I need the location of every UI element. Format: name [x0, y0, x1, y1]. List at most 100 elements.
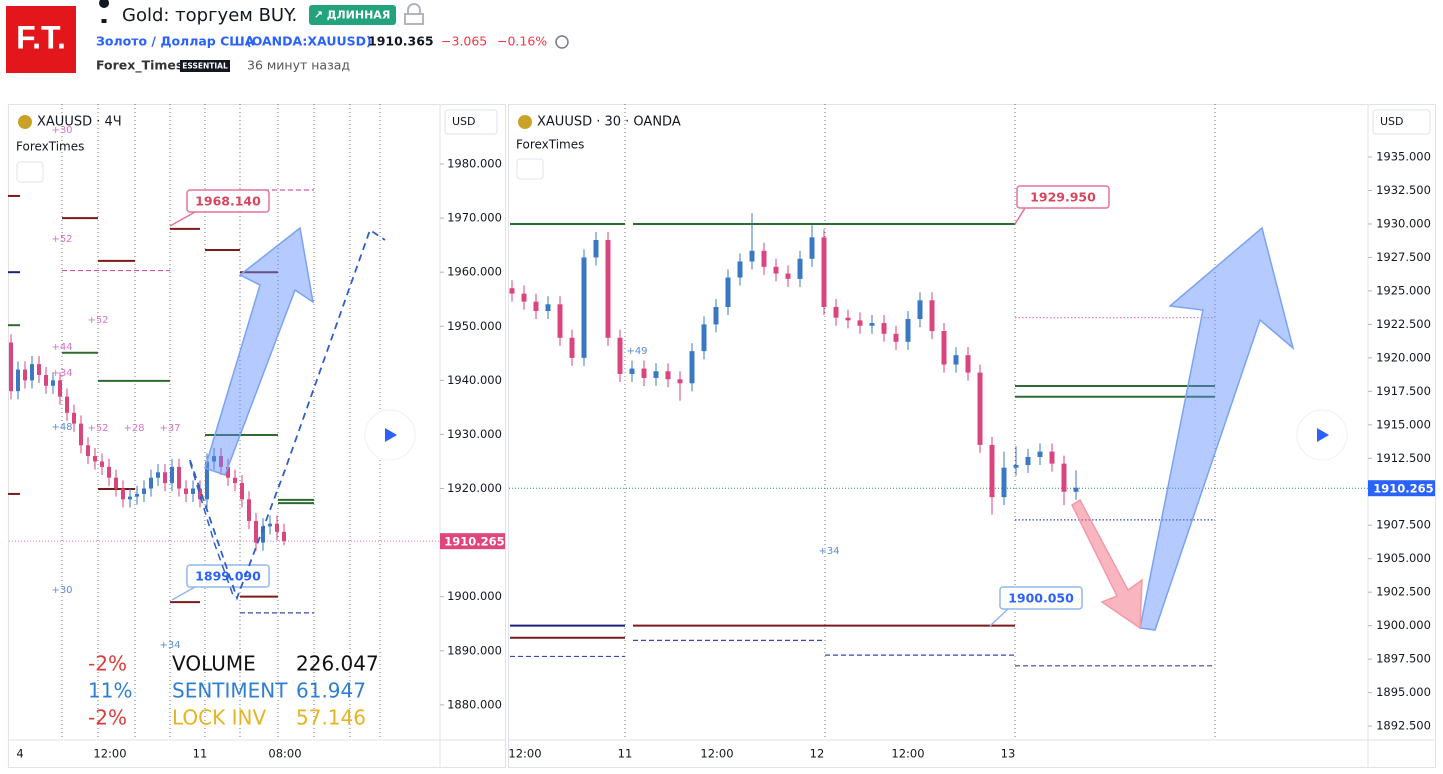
candle-body [737, 261, 743, 278]
candle-body [1049, 451, 1055, 464]
candle-body [989, 444, 995, 498]
alert-icon[interactable] [555, 35, 569, 49]
x-tick-label: 12 [810, 747, 825, 761]
y-tick-label: 1880.000 [447, 697, 502, 711]
stat-value: 57.146 [296, 706, 366, 730]
level-tag: +34 [159, 640, 180, 651]
candle-body [953, 355, 959, 365]
last-price-label: 1910.265 [444, 535, 504, 549]
level-tag: +52 [51, 234, 72, 245]
candle-body [37, 364, 41, 375]
candle-body [593, 240, 599, 258]
candle-body [254, 520, 258, 543]
badge [309, 5, 396, 25]
candle-body [1061, 463, 1067, 492]
candle-body [156, 472, 160, 478]
candle-body [665, 371, 671, 380]
candle-body [184, 488, 188, 494]
y-tick-label: 1930.000 [1376, 216, 1431, 230]
candle-body [629, 368, 635, 374]
collapse-button[interactable] [16, 161, 44, 183]
candle-body [23, 369, 27, 381]
stat-pct: -2% [88, 652, 127, 676]
candle-body [282, 531, 286, 541]
candle-body [941, 331, 947, 365]
candle-body [893, 333, 899, 342]
logo-text: F.T. [16, 19, 66, 55]
ticker[interactable]: (OANDA:XAUUSD) [246, 34, 372, 49]
candle-body [845, 317, 851, 321]
instrument[interactable]: Золото / Доллар США [96, 34, 255, 49]
x-tick-label: 12:00 [891, 747, 924, 761]
candle-body [100, 461, 104, 467]
level-tag: +34 [51, 368, 72, 379]
stat-name: LOCK INV [172, 706, 266, 730]
candle-body [761, 250, 767, 267]
candle-body [72, 412, 76, 424]
candle-body [149, 477, 153, 489]
callout-box [186, 564, 270, 588]
candle-body [93, 456, 97, 462]
candle-body [128, 496, 132, 500]
last-price-tag [1368, 480, 1435, 497]
x-tick-label: 12:00 [93, 747, 126, 761]
candle-body [226, 466, 230, 478]
callout-box [1016, 185, 1110, 209]
candle-body [9, 342, 13, 392]
badge-text: ↗ ДЛИННАЯ [314, 9, 391, 22]
candle-body [44, 374, 48, 386]
collapse-button[interactable] [516, 158, 544, 180]
last-price-tag [440, 533, 505, 550]
x-tick-label: 11 [618, 747, 633, 761]
candle-body [701, 324, 707, 352]
candle-body [797, 258, 803, 279]
y-tick-label: 1890.000 [447, 643, 502, 657]
callout-pointer [989, 608, 1009, 627]
y-tick-label: 1900.000 [1376, 618, 1431, 632]
logo[interactable] [6, 6, 76, 73]
candle-body [641, 368, 647, 378]
callout-box [999, 586, 1083, 610]
author[interactable]: Forex_Times [96, 58, 183, 74]
forecast-arrow-down [1071, 498, 1143, 630]
idea-title: Gold: торгуем BUY. [122, 5, 297, 26]
level-tag: +34 [818, 546, 839, 557]
y-tick-label: 1932.500 [1376, 183, 1431, 197]
last-price-label: 1910.265 [1373, 482, 1433, 496]
candle-body [773, 266, 779, 274]
candle-body [977, 372, 983, 445]
candle-body [749, 250, 755, 262]
x-tick-label: 4 [16, 747, 23, 761]
x-tick-label: 12:00 [508, 747, 541, 761]
publish-time: 36 минут назад [247, 58, 350, 73]
y-tick-label: 1935.000 [1376, 150, 1431, 164]
candle-body [233, 477, 237, 484]
candle-body [191, 488, 195, 494]
candle-body [581, 257, 587, 358]
currency-button[interactable] [1372, 109, 1431, 135]
indicator-source: ForexTimes [516, 138, 584, 152]
projection-dashed [189, 228, 386, 601]
candle-body [713, 306, 719, 325]
y-tick-label: 1897.500 [1376, 652, 1431, 666]
y-tick-label: 1922.500 [1376, 317, 1431, 331]
play-icon [385, 428, 397, 442]
callout-box [186, 189, 270, 213]
candle-body [689, 351, 695, 384]
callout-pointer [1014, 207, 1026, 225]
candle-body [135, 493, 139, 497]
symbol-icon [18, 115, 32, 129]
author-badge-text: ESSENTIAL [182, 62, 228, 71]
y-tick-label: 1920.000 [1376, 350, 1431, 364]
candle-body [821, 237, 827, 307]
candle-body [240, 483, 244, 500]
author-badge [180, 60, 230, 72]
candle-body [163, 472, 167, 484]
currency-button[interactable] [444, 109, 498, 135]
stat-value: 61.947 [296, 679, 366, 703]
candle-body [917, 300, 923, 320]
y-tick-label: 1905.000 [1376, 551, 1431, 565]
level-tag: +52 [87, 423, 108, 434]
candle-body [198, 488, 202, 500]
y-tick-label: 1892.500 [1376, 719, 1431, 733]
